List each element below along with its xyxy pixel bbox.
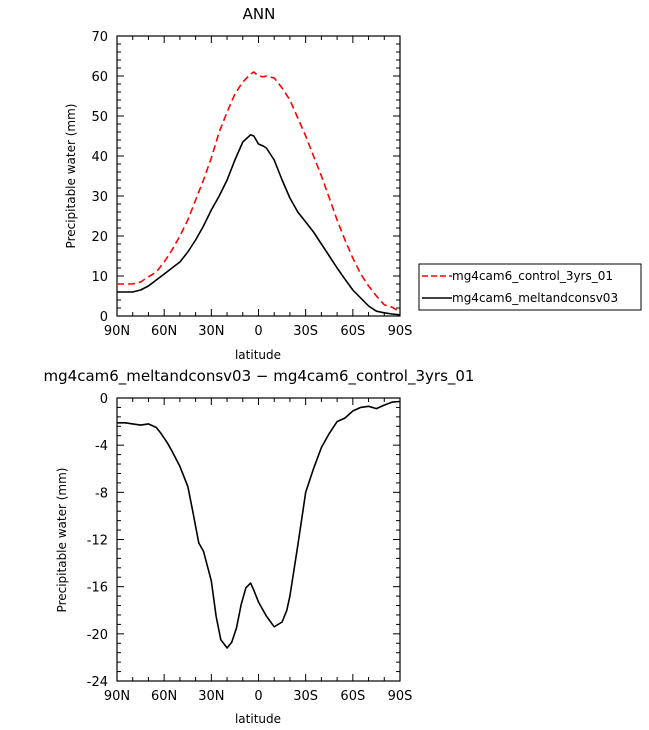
top-series-group <box>117 71 401 316</box>
bottom-ytick-label: 0 <box>100 392 108 407</box>
bottom-series-group <box>117 400 401 649</box>
bottom-chart-title: mg4cam6_meltandconsv03 − mg4cam6_control… <box>44 367 475 386</box>
bottom-ytick-label: -8 <box>95 486 108 501</box>
top-xtick-label: 90N <box>104 324 130 339</box>
top-chart-title: ANN <box>243 5 276 23</box>
bottom-panel: mg4cam6_meltandconsv03 − mg4cam6_control… <box>44 367 475 726</box>
top-xtick-label: 90S <box>388 324 413 339</box>
legend: mg4cam6_control_3yrs_01 mg4cam6_meltandc… <box>418 263 642 311</box>
top-xtick-label: 30N <box>198 324 224 339</box>
top-xtick-label: 60N <box>151 324 177 339</box>
top-xtick-label: 0 <box>254 324 262 339</box>
top-series-line-1 <box>117 134 401 316</box>
bottom-series-line-0 <box>117 400 401 649</box>
top-ytick-label: 40 <box>91 150 108 165</box>
top-axis-ticks: 90N 60N 30N 0 30S 60S 90S 0 10 20 30 40 50 60 70 <box>91 30 412 339</box>
bottom-xtick-label: 30N <box>198 689 224 704</box>
top-plot-frame <box>116 35 401 317</box>
legend-label-control: mg4cam6_control_3yrs_01 <box>452 269 613 283</box>
top-series-line-0 <box>117 71 401 313</box>
top-ytick-label: 30 <box>91 190 108 205</box>
top-x-axis-label: latitude <box>235 348 281 362</box>
bottom-ytick-label: -20 <box>87 628 108 643</box>
bottom-axis-ticks: 90N 60N 30N 0 30S 60S 90S 0 -4 -8 -12 -16 -20 -24 <box>87 392 413 704</box>
bottom-ytick-label: -16 <box>87 581 108 596</box>
top-ytick-label: 20 <box>91 230 108 245</box>
legend-box <box>418 263 642 311</box>
bottom-ytick-label: -12 <box>87 534 108 549</box>
top-ytick-label: 10 <box>91 270 108 285</box>
top-xtick-label: 60S <box>340 324 365 339</box>
top-xtick-label: 30S <box>293 324 318 339</box>
bottom-y-axis-label: Precipitable water (mm) <box>55 468 69 613</box>
bottom-plot-frame <box>116 397 401 682</box>
legend-label-melt: mg4cam6_meltandconsv03 <box>452 291 618 305</box>
top-panel: ANN 90N 60N 30N 0 30S 60S 90S 0 10 20 30 40 50 60 70 l… <box>64 5 412 362</box>
top-ytick-label: 0 <box>100 310 108 325</box>
top-ytick-label: 50 <box>91 110 108 125</box>
bottom-ytick-label: -4 <box>95 439 108 454</box>
bottom-xtick-label: 90S <box>388 689 413 704</box>
top-ytick-label: 60 <box>91 70 108 85</box>
bottom-xtick-label: 60S <box>340 689 365 704</box>
bottom-x-axis-label: latitude <box>235 712 281 726</box>
bottom-xtick-label: 0 <box>254 689 262 704</box>
top-y-axis-label: Precipitable water (mm) <box>64 104 78 249</box>
bottom-xtick-label: 60N <box>151 689 177 704</box>
bottom-ytick-label: -24 <box>87 675 108 690</box>
top-ytick-label: 70 <box>91 30 108 45</box>
bottom-xtick-label: 90N <box>104 689 130 704</box>
bottom-xtick-label: 30S <box>293 689 318 704</box>
